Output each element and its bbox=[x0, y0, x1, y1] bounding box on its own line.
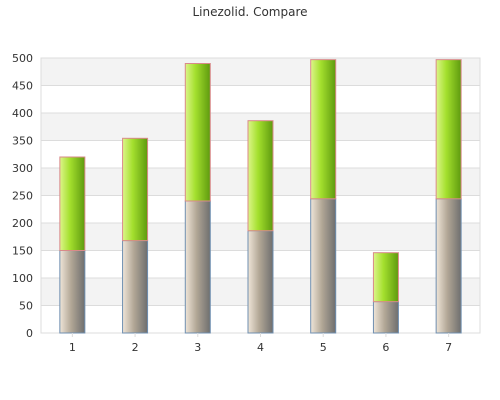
bar-segment-top bbox=[310, 59, 337, 200]
bar-segment-top bbox=[59, 156, 86, 251]
grid-band bbox=[41, 85, 480, 113]
x-tick-label: 4 bbox=[257, 341, 264, 354]
bar-segment-bottom bbox=[122, 240, 149, 334]
x-tick-label: 3 bbox=[194, 341, 201, 354]
grid-band bbox=[41, 58, 480, 86]
bar-segment-top bbox=[184, 63, 211, 202]
bar-segment-bottom bbox=[435, 198, 462, 334]
y-tick-label: 150 bbox=[12, 245, 33, 258]
chart-title: Linezolid. Compare bbox=[192, 5, 308, 19]
bar-segment-top bbox=[435, 59, 462, 200]
y-tick-label: 300 bbox=[12, 162, 33, 175]
bar-segment-top bbox=[247, 120, 274, 232]
bar-segment-top bbox=[372, 252, 399, 303]
x-tick-label: 2 bbox=[132, 341, 139, 354]
y-tick-label: 100 bbox=[12, 272, 33, 285]
x-tick-label: 1 bbox=[69, 341, 76, 354]
y-tick-label: 250 bbox=[12, 190, 33, 203]
x-tick-label: 6 bbox=[382, 341, 389, 354]
y-tick-label: 50 bbox=[19, 300, 33, 313]
bar-segment-top bbox=[122, 137, 149, 242]
bar-segment-bottom bbox=[184, 200, 211, 334]
y-tick-label: 0 bbox=[26, 327, 33, 340]
y-tick-label: 450 bbox=[12, 80, 33, 93]
x-tick-label: 7 bbox=[445, 341, 452, 354]
x-tick-label: 5 bbox=[320, 341, 327, 354]
y-tick-label: 200 bbox=[12, 217, 33, 230]
bar-segment-bottom bbox=[310, 198, 337, 334]
bar-segment-bottom bbox=[372, 301, 399, 334]
y-tick-label: 350 bbox=[12, 135, 33, 148]
y-tick-label: 400 bbox=[12, 107, 33, 120]
y-tick-label: 500 bbox=[12, 52, 33, 65]
bar-segment-bottom bbox=[59, 250, 86, 334]
bar-segment-bottom bbox=[247, 230, 274, 334]
